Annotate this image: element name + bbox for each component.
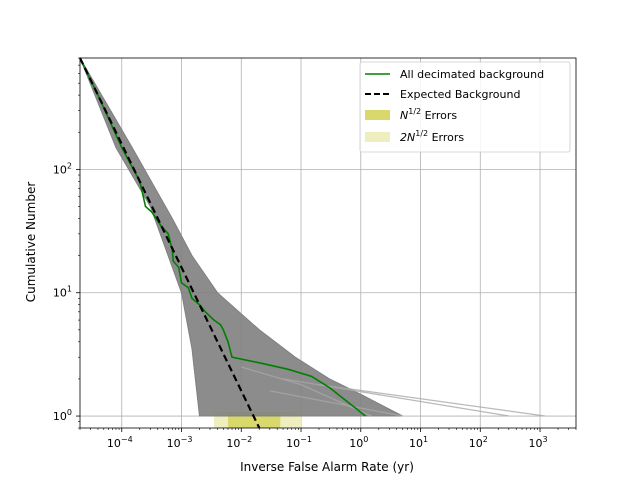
y-tick-label: 100 [53,408,72,423]
legend-swatch-n-errors [365,110,390,120]
background-outlier-curve [241,366,372,417]
legend-label-n-errors: N1/2 Errors [400,107,457,122]
series-lines [79,57,366,429]
x-tick-label: 103 [528,435,547,450]
x-tick-label: 101 [409,435,428,450]
plot-area: 10−4 10−3 10−2 10−1 100 101 102 103 100 101 102 [53,57,577,450]
legend-label-decimated: All decimated background [400,68,544,81]
expected-background-line [79,57,261,429]
background-curves [79,57,545,417]
legend-box [359,61,571,153]
axis-ticks: 10−4 10−3 10−2 10−1 100 101 102 103 100 101 102 [53,57,577,450]
x-tick-label: 102 [469,435,488,450]
legend-label-2n-errors: 2N1/2 Errors [400,129,464,144]
background-outlier-curve [318,383,545,417]
background-outlier-curve [269,390,403,417]
decimated-background-line [79,57,366,417]
y-tick-label: 101 [53,285,72,300]
legend-swatch-2n-errors [365,132,390,142]
y-tick-label: 102 [53,161,72,176]
x-tick-label: 10−1 [286,435,312,450]
background-band [79,57,403,417]
x-tick-label: 10−4 [107,435,133,450]
axes-frame [79,57,577,429]
legend-label-expected: Expected Background [400,88,520,101]
x-tick-label: 10−2 [226,435,252,450]
y-axis-label: Cumulative Number [24,182,38,303]
legend: All decimated background Expected Backgr… [359,61,571,153]
x-tick-label: 100 [349,435,368,450]
x-axis-label: Inverse False Alarm Rate (yr) [240,460,414,474]
x-tick-label: 10−3 [167,435,193,450]
